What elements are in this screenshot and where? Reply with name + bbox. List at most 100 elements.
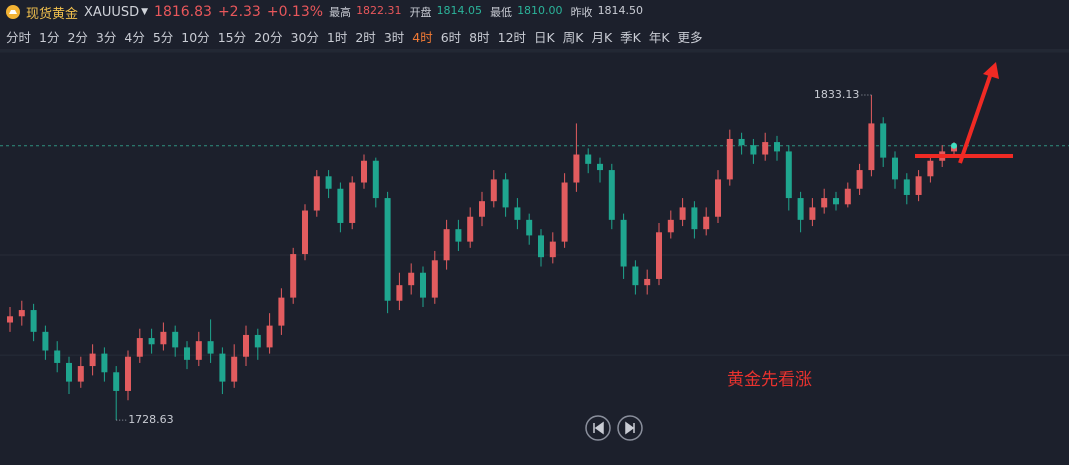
stat-value: 1814.50 [597, 4, 644, 17]
symbol[interactable]: XAUUSD [84, 4, 140, 20]
prev-icon [593, 421, 604, 435]
candle-body [656, 232, 662, 279]
candle-body [89, 353, 96, 367]
candle-body [903, 179, 910, 195]
candle-body [207, 341, 214, 354]
next-icon [625, 421, 635, 435]
candle-body [573, 154, 580, 183]
candle-body [538, 235, 544, 258]
red-arrow-head [983, 62, 999, 79]
change: +2.33 [217, 4, 261, 20]
timeframe-tab[interactable]: 月K [591, 30, 613, 45]
timeframe-tab[interactable]: 分时 [6, 30, 32, 45]
candle-body [254, 334, 261, 348]
header: 现货黄金 XAUUSD ▼ 1816.83 +2.33 +0.13% 最高 1822… [6, 2, 646, 22]
dropdown-caret[interactable]: ▼ [141, 7, 149, 17]
candle-body [266, 325, 273, 348]
candle-body [644, 278, 651, 286]
candle-body [396, 285, 403, 301]
timeframe-tab[interactable]: 10分 [181, 30, 210, 45]
red-arrow [958, 75, 992, 164]
candle-body [762, 142, 769, 155]
candle-body [785, 151, 792, 199]
candle-body [184, 347, 190, 360]
candle-body [750, 145, 757, 155]
candle-body [125, 356, 131, 391]
candle-body [148, 338, 155, 345]
candle-body [738, 138, 745, 146]
candle-body [290, 254, 297, 298]
candle-body [408, 272, 415, 286]
timeframe-tab[interactable]: 15分 [217, 30, 247, 45]
timeframe-tab[interactable]: 12时 [497, 30, 527, 45]
timeframe-tab[interactable]: 日K [534, 30, 555, 45]
max-label: 1833.13 [814, 88, 860, 101]
candle-body [927, 160, 934, 177]
candle-body [844, 188, 851, 205]
candle-body [7, 316, 13, 323]
next-button[interactable] [617, 415, 643, 441]
candle-body [337, 188, 344, 223]
candle-body [443, 229, 450, 261]
stats: 最高 1822.31 开盘 1814.05 最低 1810.00 昨收 1814.50 [329, 4, 646, 20]
candle-body [231, 356, 238, 382]
candle-body [136, 338, 143, 357]
stat-value: 1814.05 [436, 4, 483, 17]
stat-name: 开盘 [409, 6, 432, 19]
candle-body [809, 207, 816, 220]
stat-name: 昨收 [570, 6, 593, 19]
timeframe-tab[interactable]: 2分 [67, 30, 88, 45]
candle-body [313, 176, 320, 211]
candle-body [561, 182, 568, 242]
timeframe-tab[interactable]: 20分 [254, 30, 283, 45]
candle-body [526, 219, 533, 236]
candle-body [490, 179, 497, 202]
timeframe-tab[interactable]: 更多 [677, 30, 703, 45]
timeframe-tab[interactable]: 周K [562, 30, 584, 45]
candle-body [219, 353, 226, 382]
candle-body [243, 334, 249, 357]
timeframe-tab[interactable]: 年K [648, 30, 670, 45]
candle-body [113, 372, 120, 391]
candle-body [608, 170, 615, 220]
candle-body [620, 219, 627, 267]
candle-body [30, 310, 37, 332]
candle-body [278, 297, 285, 326]
candle-body [101, 353, 108, 373]
candle-body [691, 207, 698, 230]
candle-body [431, 260, 438, 298]
candle-body [479, 201, 485, 217]
candle-body [880, 123, 887, 158]
candle-body [585, 154, 592, 164]
candle-body [160, 331, 167, 345]
timeframe-tab[interactable]: 6时 [440, 30, 462, 45]
timeframe-tab[interactable]: 4时 [412, 30, 433, 45]
candle-body [172, 331, 179, 348]
candle-body [302, 210, 308, 255]
candle-body [726, 138, 733, 180]
candle-body [467, 216, 474, 242]
prev-button[interactable] [585, 415, 611, 441]
instrument-name: 现货黄金 [26, 6, 79, 22]
timeframe-tab[interactable]: 3分 [95, 30, 117, 45]
timeframe-tab[interactable]: 30分 [290, 30, 319, 45]
candle-body [325, 176, 332, 189]
candle-body [502, 179, 509, 208]
stat-name: 最高 [329, 6, 352, 19]
candle-body [774, 142, 780, 152]
timeframe-tab[interactable]: 1时 [326, 30, 348, 45]
candle-body [549, 241, 556, 258]
candle-body [54, 350, 61, 363]
timeframe-tabs: 分时 1分 2分 3分 4分 5分 10分 15分 20分 30分 1时 2时 3时 4时 6时 8时 12时日… [6, 27, 703, 46]
timeframe-tab[interactable]: 2时 [355, 30, 376, 45]
change-pct: +0.13% [266, 4, 324, 20]
timeframe-tab[interactable]: 1分 [39, 30, 60, 45]
candle-body [797, 198, 804, 220]
timeframe-tab[interactable]: 5分 [152, 30, 174, 45]
candle-body [195, 341, 202, 360]
timeframe-tab[interactable]: 季K [620, 30, 641, 45]
timeframe-tab[interactable]: 3时 [383, 30, 405, 45]
timeframe-tab[interactable]: 8时 [469, 30, 490, 45]
timeframe-tab[interactable]: 4分 [124, 30, 145, 45]
